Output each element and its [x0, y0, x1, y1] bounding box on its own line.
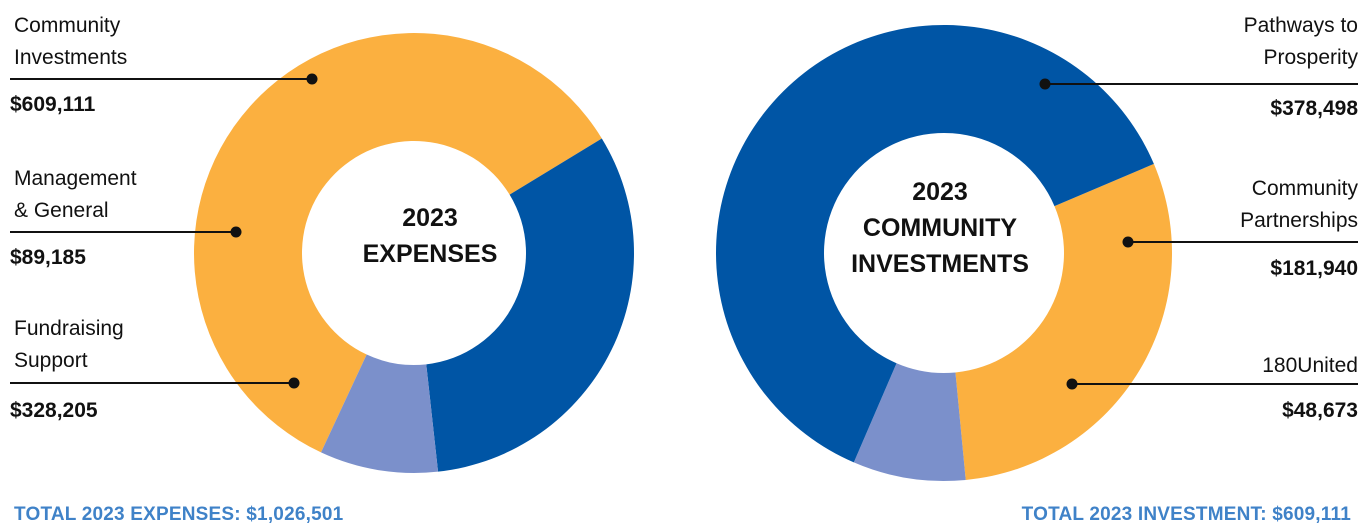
amount-management-general: $89,185 [10, 246, 86, 269]
expenses-slice-fundraising-support [426, 138, 634, 472]
amount-180united: $48,673 [1282, 399, 1358, 422]
label-line: Community [1251, 177, 1358, 200]
label-line: Partnerships [1240, 209, 1358, 232]
amount-community-partnerships: $181,940 [1270, 257, 1358, 280]
label-line: Management [14, 167, 137, 190]
investments-leader-dot-pathways-to-prosperity [1039, 78, 1051, 90]
expenses-leader-dot-fundraising-support [288, 377, 300, 389]
amount-pathways-to-prosperity: $378,498 [1270, 97, 1358, 120]
investments-slice-community-partnerships [955, 163, 1173, 480]
label-line: Community [14, 14, 121, 37]
expenses-title-line: EXPENSES [362, 240, 498, 268]
label-pathways-to-prosperity: Pathways to Prosperity [1244, 10, 1358, 74]
investments-leader-dot-community-partnerships [1122, 236, 1134, 248]
label-line: & General [14, 199, 109, 222]
expenses-slice-community-investments [194, 32, 602, 453]
investments-title-line: COMMUNITY [862, 214, 1018, 242]
amount-community-investments: $609,111 [10, 93, 96, 116]
investments-slice-pathways-to-prosperity [716, 25, 1154, 463]
total-expenses: TOTAL 2023 EXPENSES: $1,026,501 [14, 504, 344, 525]
label-line: Pathways to [1243, 14, 1358, 37]
label-community-investments: Community Investments [14, 10, 127, 74]
label-community-partnerships: Community Partnerships [1240, 173, 1358, 237]
amount-fundraising-support: $328,205 [10, 399, 98, 422]
expenses-slice-management-general [321, 354, 439, 473]
label-management-general: Management & General [14, 163, 137, 227]
label-line: Prosperity [1263, 46, 1358, 69]
expenses-leader-dot-management-general [230, 226, 242, 238]
label-line: 180United [1262, 354, 1358, 377]
label-180united: 180United [1262, 350, 1358, 382]
investments-title-line: 2023 [912, 178, 968, 206]
investments-leader-dot-180united [1066, 378, 1078, 390]
total-investment: TOTAL 2023 INVESTMENT: $609,111 [1021, 504, 1351, 525]
expenses-leader-dot-community-investments [306, 73, 318, 85]
expenses-title-line: 2023 [402, 204, 458, 232]
investments-chart-title: 2023 COMMUNITY INVESTMENTS [820, 174, 1060, 282]
expenses-chart-title: 2023 EXPENSES [330, 200, 530, 272]
investments-title-line: INVESTMENTS [851, 250, 1029, 278]
label-line: Support [14, 349, 88, 372]
label-line: Fundraising [14, 317, 124, 340]
label-line: Investments [14, 46, 128, 69]
investments-slice-180united [853, 363, 966, 482]
label-fundraising-support: Fundraising Support [14, 313, 124, 377]
